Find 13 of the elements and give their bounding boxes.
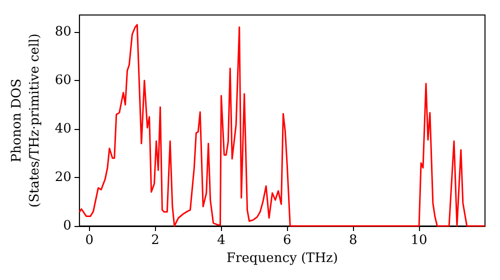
y-tick-label: 80 bbox=[54, 24, 72, 40]
y-tick-label: 40 bbox=[54, 121, 72, 136]
y-tick-label: 20 bbox=[54, 170, 72, 185]
x-tick-label: 10 bbox=[410, 233, 428, 248]
y-axis-title: Phonon DOS (States/THz·primitive cell) bbox=[10, 33, 42, 208]
x-tick-label: 6 bbox=[283, 233, 292, 248]
y-tick-label: 0 bbox=[63, 218, 72, 234]
x-tick-label: 0 bbox=[85, 233, 94, 248]
x-tick-label: 8 bbox=[348, 233, 358, 248]
x-axis-title: Frequency (THz) bbox=[226, 250, 338, 266]
x-tick-label: 4 bbox=[217, 233, 226, 248]
x-tick-label: 2 bbox=[151, 233, 160, 248]
y-tick-label: 60 bbox=[54, 72, 72, 88]
